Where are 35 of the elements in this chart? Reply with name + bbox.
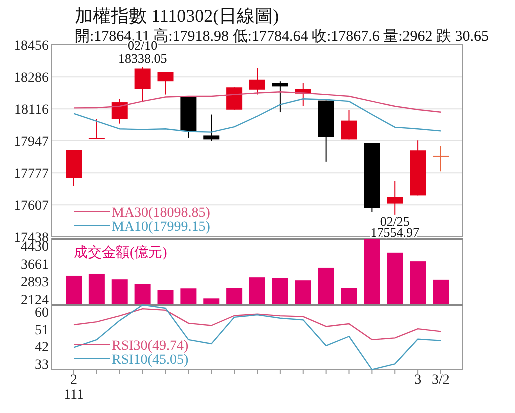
y-tick-label: 18286	[14, 71, 49, 86]
candlestick	[341, 110, 358, 140]
y-tick-label: 18456	[14, 39, 49, 54]
y-tick-label: 51	[35, 323, 49, 338]
legend-label: RSI10(45.05)	[112, 353, 189, 368]
text: 02/25 17554.97	[370, 214, 420, 240]
y-tick-label: 17777	[14, 167, 49, 182]
line-series	[73, 308, 442, 341]
y-tick-label: 17947	[14, 135, 49, 150]
candlestick	[387, 180, 404, 216]
candlestick	[433, 146, 449, 172]
y-tick-label: 3661	[21, 258, 49, 273]
legend-label: MA10(17999.15)	[112, 220, 211, 235]
y-tick-label: 2124	[21, 293, 49, 308]
title: 加權指數 1110302(日線圖)	[75, 6, 280, 26]
y-tick-label: 17607	[14, 199, 49, 214]
candlestick	[250, 68, 266, 96]
x-tick-label: 3	[414, 373, 422, 388]
line-series	[73, 304, 442, 370]
candlestick	[204, 114, 220, 142]
y-tick-label: 18116	[14, 103, 49, 118]
candlestick	[112, 98, 128, 124]
y-tick-label: 42	[35, 340, 49, 356]
legend-label: RSI30(49.74)	[112, 339, 189, 354]
candlestick	[158, 72, 174, 96]
y-tick-label: 33	[35, 358, 49, 374]
candlestick	[134, 66, 151, 104]
y-tick-label: 2893	[21, 276, 49, 291]
candlestick	[88, 118, 105, 140]
series-label: 成交金額(億元)	[74, 245, 168, 261]
legend-label: MA30(18098.85)	[112, 206, 211, 221]
line-series	[73, 98, 442, 133]
x-tick-label: 3/2	[432, 373, 450, 388]
x-tick-label: 2 111	[64, 373, 84, 403]
y-tick-label: 60	[35, 306, 49, 321]
